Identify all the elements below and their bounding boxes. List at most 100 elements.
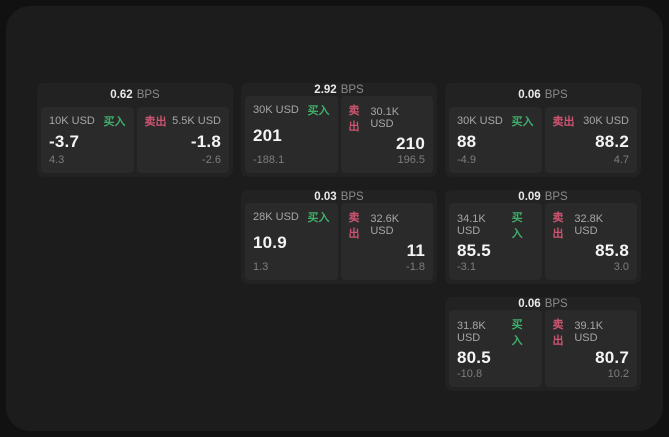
sell-tile-header: 卖出 39.1K USD	[553, 316, 630, 348]
buy-side-label: 买入	[307, 212, 330, 224]
sell-price: 88.2	[595, 131, 629, 151]
sell-size: 30K USD	[583, 115, 629, 127]
buy-tile[interactable]: 28K USD 买入 10.9 1.3	[245, 203, 338, 280]
buy-side-label: 买入	[511, 319, 523, 347]
quote-panels: 34.1K USD 买入 85.5 -3.1 卖出 32.8K USD 85.8…	[445, 203, 641, 284]
buy-side-label: 买入	[103, 116, 126, 128]
quote-panels: 31.8K USD 买入 80.5 -10.8 卖出 39.1K USD 80.…	[445, 310, 641, 391]
buy-price: 80.5	[457, 348, 491, 367]
sell-side-label: 卖出	[348, 105, 360, 133]
buy-side-label: 买入	[307, 105, 330, 117]
sell-size: 39.1K USD	[574, 320, 604, 344]
sell-sub-value: 10.2	[607, 368, 629, 380]
quote-card: 0.06 BPS 30K USD 买入 88 -4.9 卖出 30K USD 8…	[445, 83, 641, 177]
buy-side-label: 买入	[511, 212, 523, 240]
sell-tile[interactable]: 卖出 39.1K USD 80.7 10.2	[544, 310, 637, 387]
spread-header: 0.03 BPS	[241, 190, 437, 203]
buy-tile[interactable]: 31.8K USD 买入 80.5 -10.8	[449, 310, 542, 387]
sell-tile-header: 卖出 5.5K USD	[145, 113, 222, 129]
sell-size: 32.6K USD	[370, 213, 400, 237]
quote-card: 0.62 BPS 10K USD 买入 -3.7 4.3 卖出 5.5K USD…	[37, 83, 233, 177]
buy-side-label: 买入	[511, 116, 534, 128]
spread-unit: BPS	[544, 89, 568, 101]
quote-card-grid: 0.62 BPS 10K USD 买入 -3.7 4.3 卖出 5.5K USD…	[37, 83, 641, 391]
buy-price: 201	[253, 126, 282, 145]
sell-side-label: 卖出	[144, 116, 167, 128]
buy-size: 34.1K USD	[457, 213, 486, 237]
sell-price: 11	[406, 241, 425, 260]
sell-side-label: 卖出	[552, 212, 564, 240]
spread-header: 0.09 BPS	[445, 190, 641, 203]
spread-value: 0.62	[110, 89, 133, 101]
buy-sub-value: -10.8	[457, 368, 483, 380]
buy-size: 10K USD	[49, 115, 95, 127]
buy-sub-value: 1.3	[253, 261, 269, 273]
quote-card: 0.09 BPS 34.1K USD 买入 85.5 -3.1 卖出 32.8K…	[445, 190, 641, 284]
sell-tile[interactable]: 卖出 5.5K USD -1.8 -2.6	[136, 107, 229, 173]
buy-tile[interactable]: 30K USD 买入 88 -4.9	[449, 107, 542, 173]
quote-panels: 30K USD 买入 201 -188.1 卖出 30.1K USD 210 1…	[241, 96, 437, 177]
buy-tile[interactable]: 34.1K USD 买入 85.5 -3.1	[449, 203, 542, 280]
sell-tile-header: 卖出 32.8K USD	[553, 209, 630, 241]
buy-tile[interactable]: 30K USD 买入 201 -188.1	[245, 96, 338, 173]
sell-tile[interactable]: 卖出 32.6K USD 11 -1.8	[340, 203, 433, 280]
sell-size: 32.8K USD	[574, 213, 604, 237]
spread-unit: BPS	[544, 297, 568, 310]
spread-value: 2.92	[314, 83, 337, 96]
spread-header: 0.62 BPS	[37, 83, 233, 107]
sell-tile[interactable]: 卖出 32.8K USD 85.8 3.0	[544, 203, 637, 280]
sell-tile-header: 卖出 32.6K USD	[349, 209, 426, 241]
spread-unit: BPS	[136, 89, 160, 101]
spread-unit: BPS	[340, 190, 364, 203]
sell-sub-value: 196.5	[397, 154, 425, 166]
buy-size: 28K USD	[253, 211, 299, 223]
buy-sub-value: -4.9	[457, 154, 476, 166]
sell-price: 80.7	[595, 348, 629, 367]
buy-size: 31.8K USD	[457, 320, 486, 344]
spread-header: 0.06 BPS	[445, 297, 641, 310]
spread-value: 0.09	[518, 190, 541, 203]
sell-price: -1.8	[190, 131, 221, 151]
sell-sub-value: 3.0	[613, 261, 629, 273]
buy-tile[interactable]: 10K USD 买入 -3.7 4.3	[41, 107, 134, 173]
spread-header: 2.92 BPS	[241, 83, 437, 96]
buy-size: 30K USD	[457, 115, 503, 127]
buy-tile-header: 28K USD 买入	[253, 209, 330, 225]
quote-card: 0.06 BPS 31.8K USD 买入 80.5 -10.8 卖出 39.1…	[445, 297, 641, 391]
quote-card: 0.03 BPS 28K USD 买入 10.9 1.3 卖出 32.6K US…	[241, 190, 437, 284]
buy-sub-value: -188.1	[253, 154, 285, 166]
buy-price: 10.9	[253, 233, 287, 252]
buy-size: 30K USD	[253, 104, 299, 116]
buy-tile-header: 34.1K USD 买入	[457, 209, 534, 241]
sell-tile[interactable]: 卖出 30.1K USD 210 196.5	[340, 96, 433, 173]
buy-price: 88	[457, 131, 477, 151]
sell-size: 30.1K USD	[370, 106, 400, 130]
buy-price: 85.5	[457, 241, 491, 260]
buy-sub-value: 4.3	[49, 154, 65, 166]
spread-value: 0.06	[518, 89, 541, 101]
quote-panels: 10K USD 买入 -3.7 4.3 卖出 5.5K USD -1.8 -2.…	[37, 107, 233, 177]
buy-sub-value: -3.1	[457, 261, 476, 273]
sell-tile[interactable]: 卖出 30K USD 88.2 4.7	[544, 107, 637, 173]
quote-panels: 28K USD 买入 10.9 1.3 卖出 32.6K USD 11 -1.8	[241, 203, 437, 284]
spread-value: 0.03	[314, 190, 337, 203]
buy-tile-header: 10K USD 买入	[49, 113, 126, 129]
quote-panels: 30K USD 买入 88 -4.9 卖出 30K USD 88.2 4.7	[445, 107, 641, 177]
spread-unit: BPS	[340, 83, 364, 96]
sell-side-label: 卖出	[552, 319, 564, 347]
sell-sub-value: -1.8	[406, 261, 425, 273]
buy-price: -3.7	[49, 131, 80, 151]
quote-card: 2.92 BPS 30K USD 买入 201 -188.1 卖出 30.1K …	[241, 83, 437, 177]
sell-side-label: 卖出	[348, 212, 360, 240]
sell-sub-value: 4.7	[613, 154, 629, 166]
spread-unit: BPS	[544, 190, 568, 203]
sell-tile-header: 卖出 30K USD	[553, 113, 630, 129]
sell-side-label: 卖出	[552, 116, 575, 128]
spread-value: 0.06	[518, 297, 541, 310]
buy-tile-header: 30K USD 买入	[253, 102, 330, 118]
buy-tile-header: 30K USD 买入	[457, 113, 534, 129]
sell-size: 5.5K USD	[172, 115, 221, 127]
sell-tile-header: 卖出 30.1K USD	[349, 102, 426, 134]
buy-tile-header: 31.8K USD 买入	[457, 316, 534, 348]
sell-sub-value: -2.6	[202, 154, 221, 166]
